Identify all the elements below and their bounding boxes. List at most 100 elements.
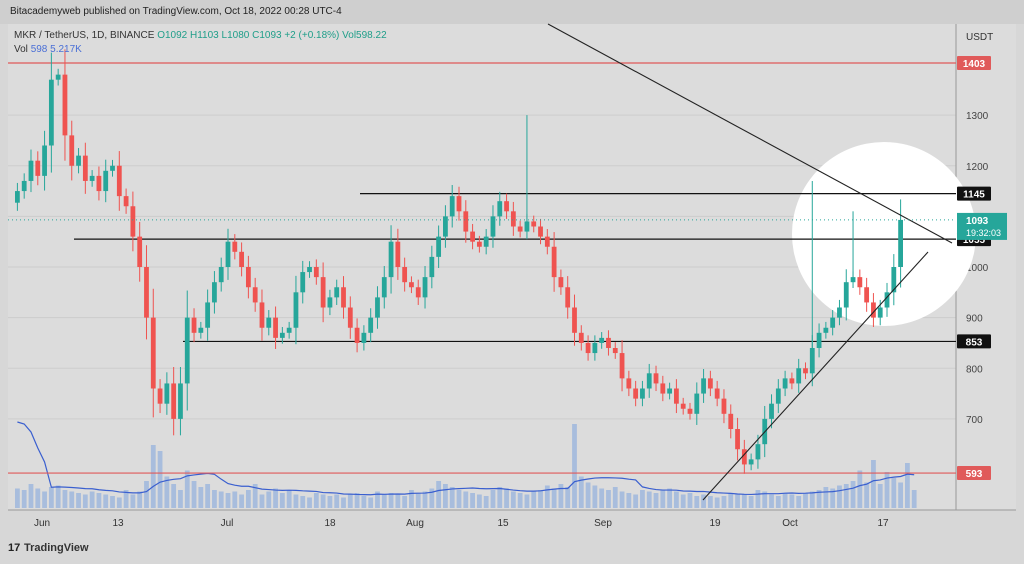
candle-body	[157, 388, 163, 404]
candle-body	[178, 383, 183, 419]
symbol-legend: MKR / TetherUS, 1D, BINANCE O1092 H1103 …	[14, 30, 387, 41]
candle-body	[864, 287, 870, 303]
volume-bar	[69, 491, 75, 508]
candle-body	[130, 206, 136, 237]
volume-bar	[232, 491, 238, 508]
candle-body	[633, 388, 639, 399]
candle-body	[69, 135, 75, 166]
candle-body	[714, 388, 720, 399]
volume-bar	[592, 485, 598, 508]
candle-body	[82, 155, 88, 181]
volume-legend: Vol 598 5.217K	[14, 44, 82, 55]
candle-body	[171, 383, 177, 419]
candle-body	[538, 226, 543, 237]
candle-body	[212, 282, 217, 303]
last-price-tag	[957, 212, 1007, 240]
volume-bar	[490, 490, 496, 508]
candle-body	[640, 388, 645, 399]
volume-bar	[436, 481, 442, 508]
volume-bar	[178, 490, 183, 508]
volume-bar	[728, 493, 734, 508]
volume-bar	[898, 482, 903, 508]
volume-bar	[62, 490, 68, 508]
candle-body	[110, 165, 115, 171]
volume-bar	[510, 491, 516, 508]
candle-body	[687, 408, 693, 414]
candle-body	[35, 160, 41, 176]
volume-bar	[721, 496, 727, 508]
volume-bar	[402, 496, 408, 508]
y-tick-label: 1000	[966, 263, 989, 274]
candle-body	[646, 373, 652, 389]
volume-bar	[538, 490, 543, 508]
volume-bar	[103, 494, 109, 508]
level-price-tag	[957, 55, 991, 70]
candle-body	[748, 459, 754, 465]
volume-bar	[35, 488, 41, 508]
candle-body	[551, 246, 557, 278]
volume-bar	[15, 488, 20, 508]
candle-body	[245, 267, 251, 288]
volume-bar	[653, 493, 659, 508]
candle-body	[259, 302, 265, 328]
candle-body	[198, 327, 204, 333]
volume-bar	[871, 460, 876, 508]
candle-body	[15, 191, 20, 203]
x-tick-label: Aug	[406, 518, 424, 529]
volume-bar	[76, 493, 81, 508]
candle-body	[422, 277, 428, 298]
candle-body	[572, 307, 577, 333]
candle-body	[368, 317, 374, 333]
candle-body	[184, 317, 190, 384]
candle-body	[334, 287, 340, 298]
volume-bar	[606, 490, 611, 508]
candle-body	[680, 403, 686, 409]
volume-bar	[354, 493, 360, 508]
volume-bar	[830, 488, 836, 508]
candle-body	[388, 241, 394, 278]
y-tick-label: 1300	[966, 111, 989, 122]
candle-body	[476, 241, 482, 247]
volume-bar	[531, 491, 537, 508]
countdown-label: 19:32:03	[966, 228, 1001, 238]
candle-body	[877, 307, 883, 318]
tradingview-logo[interactable]: 17 TradingView	[8, 542, 89, 554]
candle-body	[307, 267, 312, 273]
candle-body	[653, 373, 659, 384]
volume-value: 598	[30, 44, 48, 55]
x-tick-label: Sep	[594, 518, 612, 529]
level-price-tag	[957, 334, 991, 349]
volume-bar	[803, 493, 808, 508]
x-tick-label: Jun	[34, 518, 50, 529]
currency-label: USDT	[966, 32, 994, 43]
volume-bar	[82, 494, 88, 508]
candle-body	[592, 342, 598, 354]
x-tick-label: Jul	[221, 518, 234, 529]
volume-bar	[476, 494, 482, 508]
candle-body	[619, 353, 625, 379]
volume-bar	[769, 494, 774, 508]
volume-bar	[837, 485, 842, 508]
level-price-label: 1145	[963, 190, 985, 201]
volume-bar	[409, 490, 414, 508]
symbol-name[interactable]: MKR / TetherUS, 1D, BINANCE	[14, 30, 155, 41]
candle-body	[239, 251, 244, 267]
candle-body	[891, 267, 897, 293]
level-price-tag	[957, 466, 991, 481]
candle-body	[517, 226, 523, 232]
candle-body	[279, 332, 285, 338]
candle-body	[144, 267, 149, 318]
candle-body	[660, 383, 666, 394]
highlight-circle	[792, 142, 976, 326]
volume-bar	[415, 493, 421, 508]
volume-bar	[89, 491, 95, 508]
candle-body	[558, 277, 564, 288]
candle-body	[728, 413, 734, 429]
candle-body	[150, 317, 156, 389]
volume-bar	[463, 491, 469, 508]
x-tick-label: Oct	[782, 518, 798, 529]
volume-bar	[755, 490, 761, 508]
volume-bar	[205, 484, 211, 508]
volume-bar	[612, 487, 618, 508]
